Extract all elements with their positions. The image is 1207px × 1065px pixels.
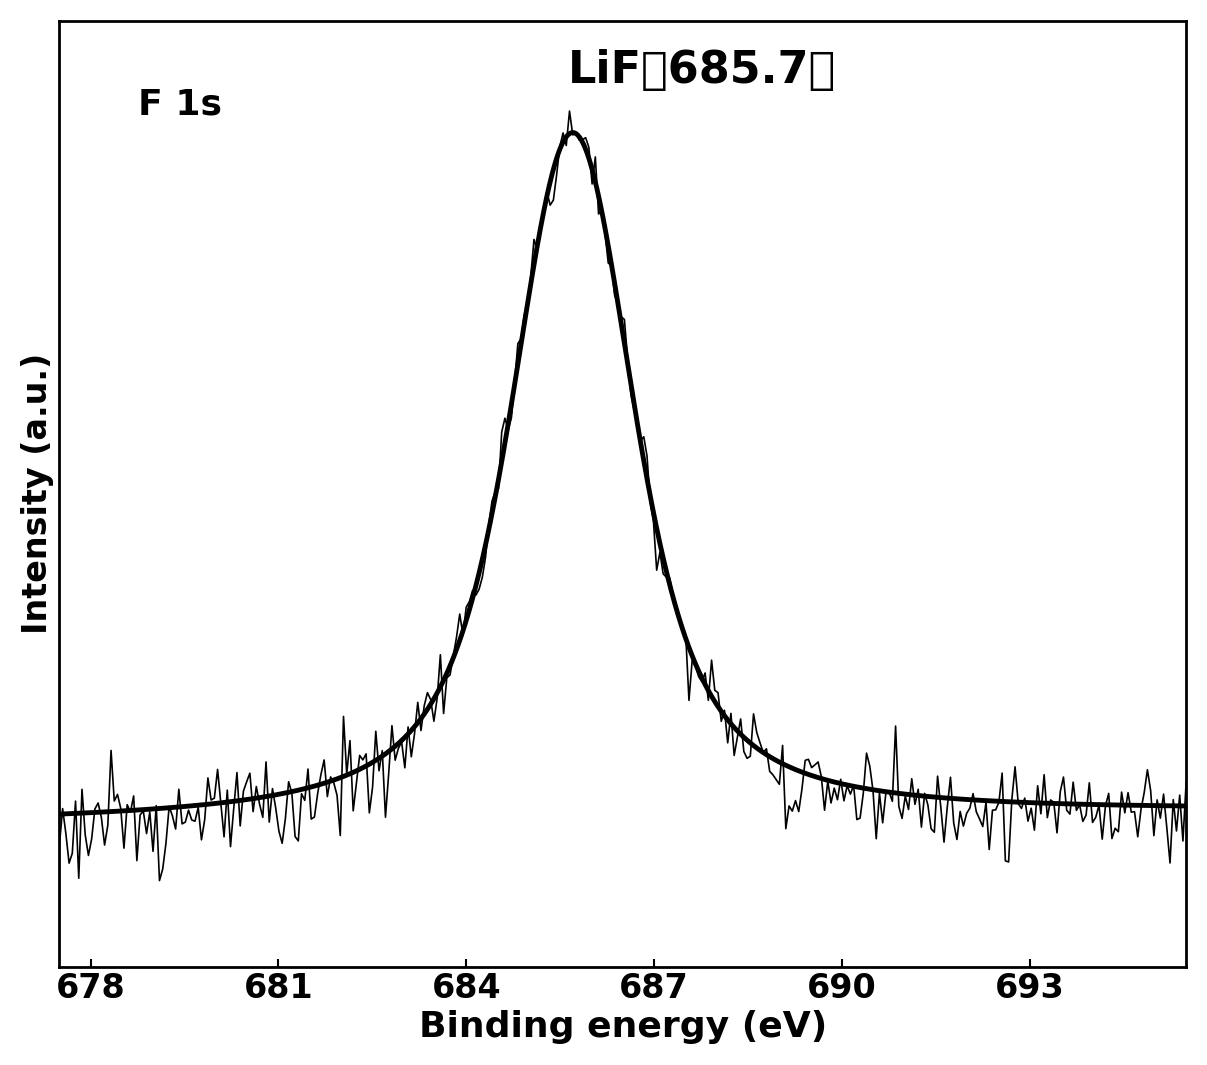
- Text: LiF（685.7）: LiF（685.7）: [567, 49, 835, 93]
- Y-axis label: Intensity (a.u.): Intensity (a.u.): [21, 354, 54, 635]
- X-axis label: Binding energy (eV): Binding energy (eV): [419, 1011, 827, 1044]
- Text: F 1s: F 1s: [139, 87, 222, 121]
